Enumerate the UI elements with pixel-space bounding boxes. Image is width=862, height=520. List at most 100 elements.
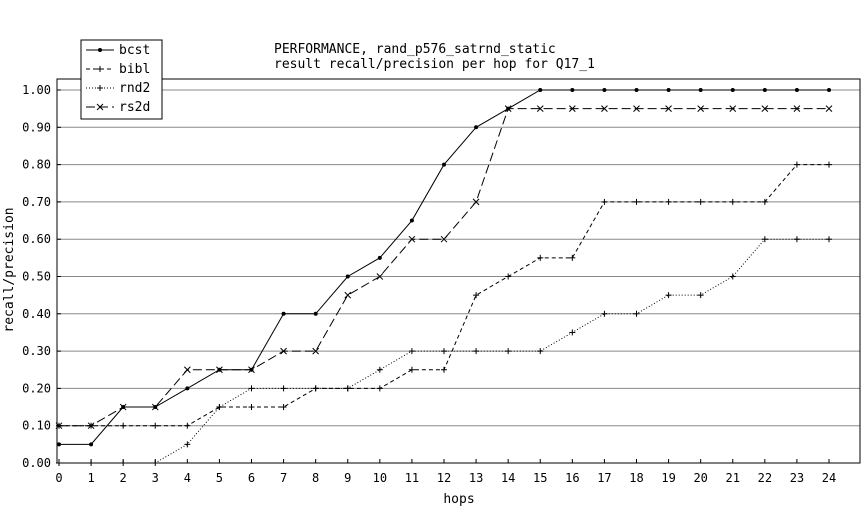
marker-stroke	[408, 235, 416, 243]
chart-subtitle: result recall/precision per hop for Q17_…	[274, 57, 595, 72]
data-point	[185, 386, 190, 391]
data-point	[408, 366, 415, 373]
y-tick-label: 0.70	[22, 195, 51, 209]
data-point	[697, 292, 704, 299]
data-point	[474, 125, 479, 130]
marker-stroke	[216, 366, 223, 374]
y-tick-label: 0.30	[22, 344, 51, 358]
series-bcst	[57, 88, 831, 447]
data-point	[409, 218, 414, 223]
data-point	[280, 385, 287, 392]
data-point	[665, 105, 672, 113]
marker-stroke	[248, 366, 255, 374]
data-point	[57, 442, 61, 447]
y-tick-label: 0.10	[22, 419, 51, 433]
data-point	[55, 422, 63, 430]
x-tick-label: 16	[565, 471, 579, 485]
marker-stroke	[825, 105, 833, 113]
data-point	[505, 348, 512, 355]
marker-stroke	[504, 105, 512, 113]
data-point	[281, 311, 286, 316]
legend-item: rnd2	[86, 81, 150, 96]
x-tick-label: 15	[533, 471, 547, 485]
x-tick-label: 9	[344, 471, 351, 485]
data-point	[602, 88, 607, 92]
data-point	[184, 441, 191, 448]
marker-stroke	[312, 347, 320, 355]
marker-stroke	[633, 105, 640, 113]
series-rs2d	[55, 105, 833, 430]
chart-title: PERFORMANCE, rand_p576_satrnd_static	[274, 42, 556, 57]
marker-stroke	[151, 403, 159, 411]
data-point	[826, 236, 832, 243]
series-bibl	[56, 161, 832, 429]
data-point	[97, 85, 103, 91]
data-point	[794, 88, 799, 92]
data-point	[697, 105, 705, 113]
data-point	[825, 105, 833, 113]
data-point	[248, 366, 255, 374]
series-lines	[55, 88, 833, 466]
data-point	[538, 88, 543, 92]
data-point	[441, 366, 447, 373]
x-tick-label: 13	[469, 471, 483, 485]
data-point	[312, 385, 319, 392]
data-point	[473, 292, 480, 299]
marker-stroke	[376, 273, 384, 280]
data-point	[665, 198, 672, 205]
data-point	[827, 88, 831, 92]
data-point	[761, 198, 768, 205]
data-point	[568, 105, 576, 113]
data-point	[537, 348, 544, 355]
data-point	[98, 48, 102, 52]
axes: 0.00 0.10 0.20 0.30 0.40 0.50 0.60 0.70 0.80 0.90…	[22, 83, 836, 485]
x-tick-label: 22	[758, 471, 772, 485]
data-point	[96, 103, 104, 111]
marker-stroke	[793, 105, 801, 113]
marker-stroke	[119, 403, 127, 411]
data-point	[730, 88, 735, 92]
x-axis-label: hops	[443, 492, 474, 507]
x-tick-label: 20	[693, 471, 707, 485]
series-rnd2	[56, 236, 832, 466]
legend-item: bcst	[86, 43, 150, 58]
marker-stroke	[87, 422, 95, 430]
data-point	[216, 366, 223, 374]
data-point	[120, 422, 127, 429]
data-point	[377, 255, 382, 260]
marker-stroke	[440, 235, 448, 243]
x-tick-label: 8	[312, 471, 319, 485]
y-tick-label: 0.60	[22, 232, 51, 246]
y-tick-label: 0.00	[22, 456, 51, 470]
data-point	[312, 347, 320, 355]
data-point	[152, 422, 159, 429]
data-point	[473, 348, 480, 355]
data-point	[472, 198, 480, 206]
data-point	[633, 105, 640, 113]
data-point	[442, 162, 446, 167]
x-tick-label: 10	[373, 471, 387, 485]
data-point	[408, 235, 416, 243]
y-tick-label: 0.50	[22, 270, 51, 284]
data-point	[441, 348, 447, 355]
data-point	[344, 291, 352, 299]
marker-stroke	[96, 103, 104, 111]
y-tick-label: 0.20	[22, 381, 51, 395]
marker-stroke	[536, 105, 544, 113]
x-tick-label: 5	[216, 471, 223, 485]
legend-item: rs2d	[86, 100, 150, 115]
data-point	[729, 273, 736, 280]
x-tick-label: 7	[280, 471, 287, 485]
x-tick-label: 6	[248, 471, 255, 485]
data-point	[504, 105, 512, 113]
data-point	[56, 460, 62, 466]
data-point	[183, 366, 191, 374]
series-line	[59, 108, 829, 427]
data-point	[119, 403, 127, 411]
marker-stroke	[183, 366, 191, 374]
marker-stroke	[280, 347, 287, 355]
data-point	[536, 105, 544, 113]
data-point	[697, 198, 704, 205]
x-tick-label: 2	[120, 471, 127, 485]
